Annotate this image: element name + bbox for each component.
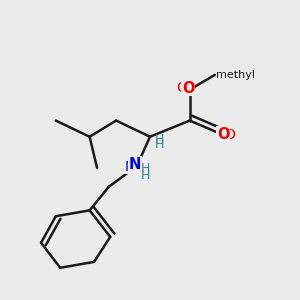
- Text: H: H: [154, 138, 164, 151]
- Text: N: N: [124, 160, 135, 174]
- Text: H: H: [155, 133, 164, 146]
- Text: O: O: [224, 128, 235, 142]
- Text: methyl: methyl: [216, 70, 255, 80]
- Text: H: H: [141, 162, 150, 175]
- Text: O: O: [217, 127, 229, 142]
- Text: methyl: methyl: [218, 73, 223, 74]
- Text: H: H: [141, 169, 150, 182]
- Text: O: O: [176, 81, 187, 94]
- Text: N: N: [128, 157, 141, 172]
- Text: O: O: [182, 81, 194, 96]
